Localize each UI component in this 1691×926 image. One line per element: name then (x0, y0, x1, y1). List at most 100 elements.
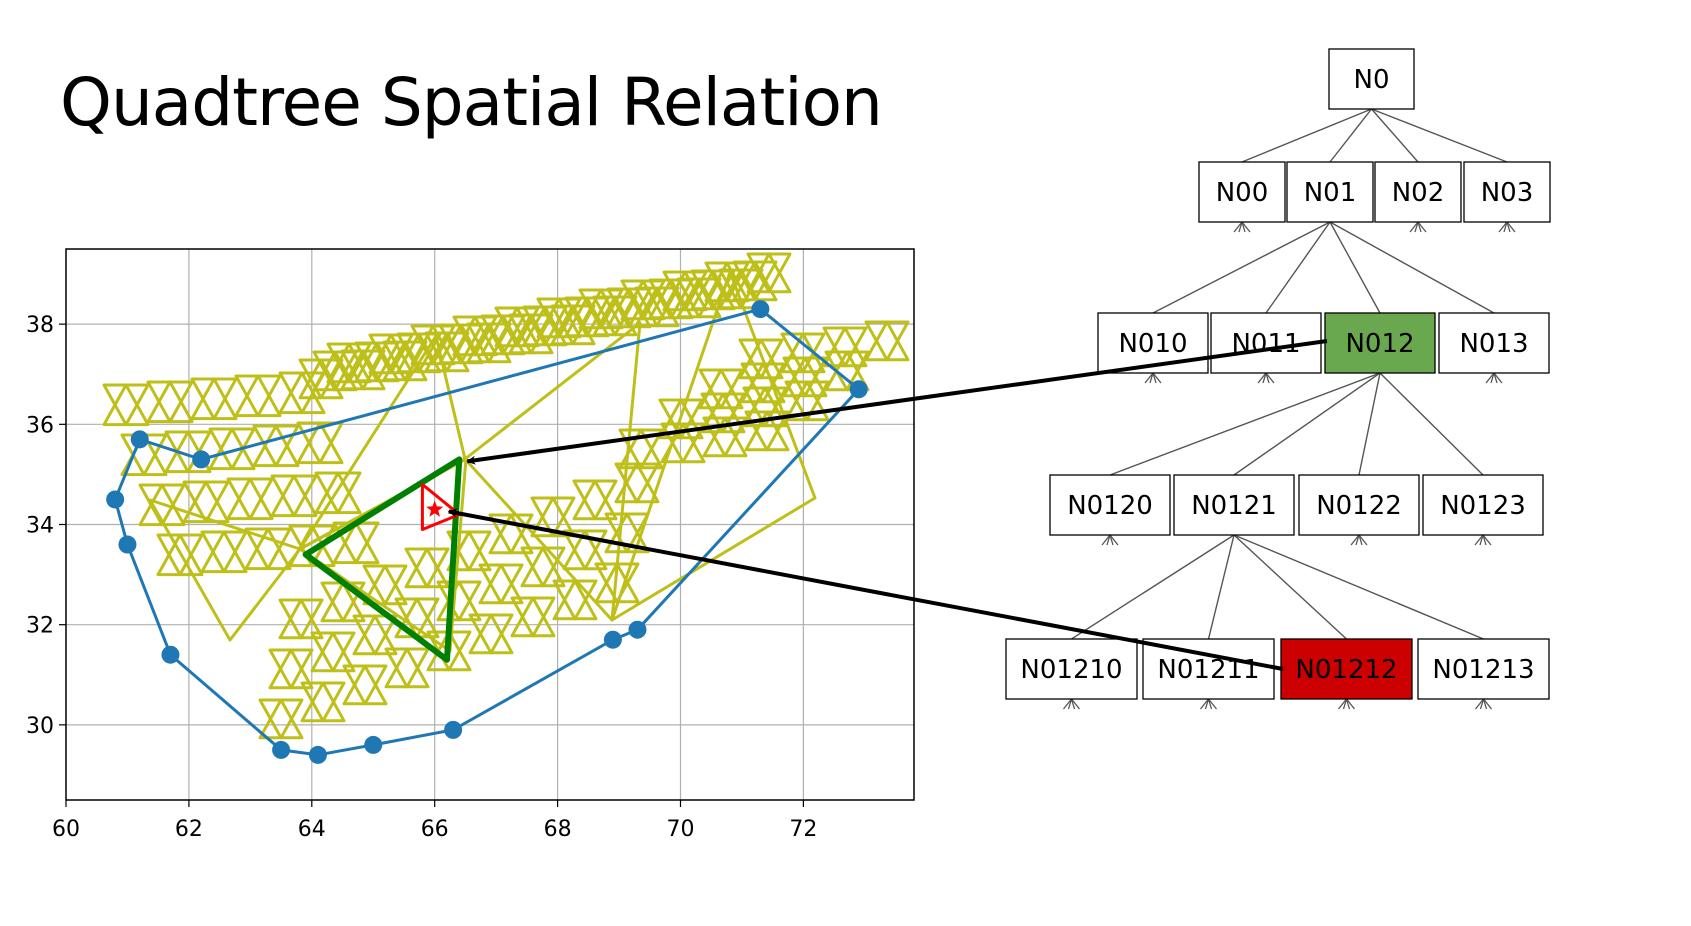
x-tick-label: 62 (175, 817, 203, 842)
collapsed-children-stub (1152, 372, 1162, 384)
collapsed-children-stub (1479, 534, 1484, 546)
tree-node-box (1005, 638, 1138, 700)
mesh-cell (102, 383, 150, 427)
mesh-cell (190, 377, 238, 421)
collapsed-children-stub (1101, 534, 1111, 546)
mesh-cell (226, 477, 274, 521)
tree-node-label: N01212 (1295, 655, 1397, 685)
tree-node-label: N01213 (1432, 655, 1534, 685)
mesh-cell (258, 698, 304, 740)
mesh-cell (552, 579, 598, 621)
tree-edge (1329, 221, 1495, 314)
collapsed-children-stub (1062, 698, 1073, 710)
mesh-cell (310, 631, 356, 673)
y-tick-label: 34 (26, 514, 54, 539)
mesh-cell (314, 471, 362, 515)
tree-node-box (1210, 312, 1322, 374)
tree-node-label: N0122 (1316, 491, 1402, 521)
mesh-cell (634, 286, 680, 328)
tree-edge (1371, 108, 1508, 163)
tree-edge (1071, 534, 1235, 640)
mesh-cell (822, 326, 868, 368)
mesh-cell (740, 362, 786, 404)
collapsed-children-stub (1482, 698, 1488, 710)
tree-node-label: N0121 (1191, 491, 1277, 521)
trajectory-point (628, 620, 647, 639)
collapsed-children-stub (1257, 372, 1267, 384)
mesh-cell (564, 296, 610, 338)
mesh-cell (234, 374, 282, 418)
tree-node-box (1198, 161, 1286, 223)
mesh-cell (200, 530, 248, 574)
spatial-plot: 60 62 64 66 68 70 72 30 32 34 36 38 (26, 248, 915, 842)
collapsed-children-stub (1482, 698, 1493, 710)
tree-edges (1062, 108, 1516, 710)
mesh-cell (744, 410, 790, 452)
collapsed-children-stub (1109, 534, 1114, 546)
y-tick-label: 30 (26, 714, 54, 739)
collapsed-children-stub (1342, 698, 1348, 710)
collapsed-children-stub (1152, 372, 1157, 384)
mesh-cell (384, 647, 430, 689)
collapsed-children-stub (1241, 221, 1251, 233)
mesh-cell (864, 320, 910, 362)
trajectory-point (444, 720, 463, 739)
tree-node-label: N0 (1354, 65, 1390, 95)
trajectory-point (272, 740, 291, 759)
mesh-cell (732, 260, 778, 302)
collapsed-children-stub (1070, 698, 1076, 710)
tree-node: N01210 (1005, 638, 1138, 700)
mesh-cell (530, 496, 576, 538)
trajectory-point (192, 450, 211, 469)
mesh-cell (738, 338, 784, 380)
mesh-cell (342, 664, 388, 706)
tree-node-label: N0123 (1440, 491, 1526, 521)
tree-edge (1152, 221, 1331, 314)
tree-edge (1233, 534, 1484, 640)
collapsed-children-stub (1503, 221, 1508, 233)
collapsed-children-stub (1262, 372, 1267, 384)
trajectory-point (161, 645, 180, 664)
trajectory-point (118, 535, 137, 554)
mesh-cell (704, 261, 750, 303)
mesh-cell (648, 278, 694, 320)
tree-node: N0122 (1298, 474, 1420, 536)
trajectory-series (106, 300, 868, 764)
tree-node: N00 (1198, 161, 1286, 223)
collapsed-children-stub (1506, 221, 1511, 233)
mesh-cell (200, 530, 248, 574)
mesh-cell (494, 306, 540, 348)
collapsed-children-stub (1409, 221, 1419, 233)
tree-edge (1109, 372, 1381, 476)
collapsed-children-stub (1485, 372, 1495, 384)
mesh-cell (326, 342, 372, 384)
collapsed-children-stub (1479, 698, 1485, 710)
collapsed-children-stub (1207, 698, 1218, 710)
tree-node-box (1417, 638, 1550, 700)
mesh-cell (182, 480, 230, 524)
collapsed-children-stub (1204, 698, 1210, 710)
x-tick-label: 64 (298, 817, 326, 842)
mesh-cell (146, 380, 194, 424)
mesh-cell (270, 474, 318, 518)
mesh-cell (562, 529, 608, 571)
tree-node: N01211 (1142, 638, 1275, 700)
x-tick-label: 72 (789, 817, 817, 842)
link-arrows (447, 339, 1328, 671)
tree-node-box (1438, 312, 1550, 374)
mesh-cell (658, 398, 704, 440)
query-point-star (426, 500, 444, 517)
mesh-cell (520, 546, 566, 588)
tree-node-label: N01 (1304, 178, 1357, 208)
mesh-cell (208, 427, 256, 471)
collapsed-children-stub (1358, 534, 1368, 546)
mesh-cell (864, 320, 910, 362)
mesh-cell (508, 313, 554, 355)
collapsed-children-stub (1149, 372, 1154, 384)
tree-node: N03 (1463, 161, 1551, 223)
mesh-cell (488, 513, 534, 555)
mesh-cell (536, 297, 582, 339)
mesh-cell (278, 598, 324, 640)
tree-node: N012 (1324, 312, 1436, 374)
tree-edge (1329, 221, 1381, 314)
